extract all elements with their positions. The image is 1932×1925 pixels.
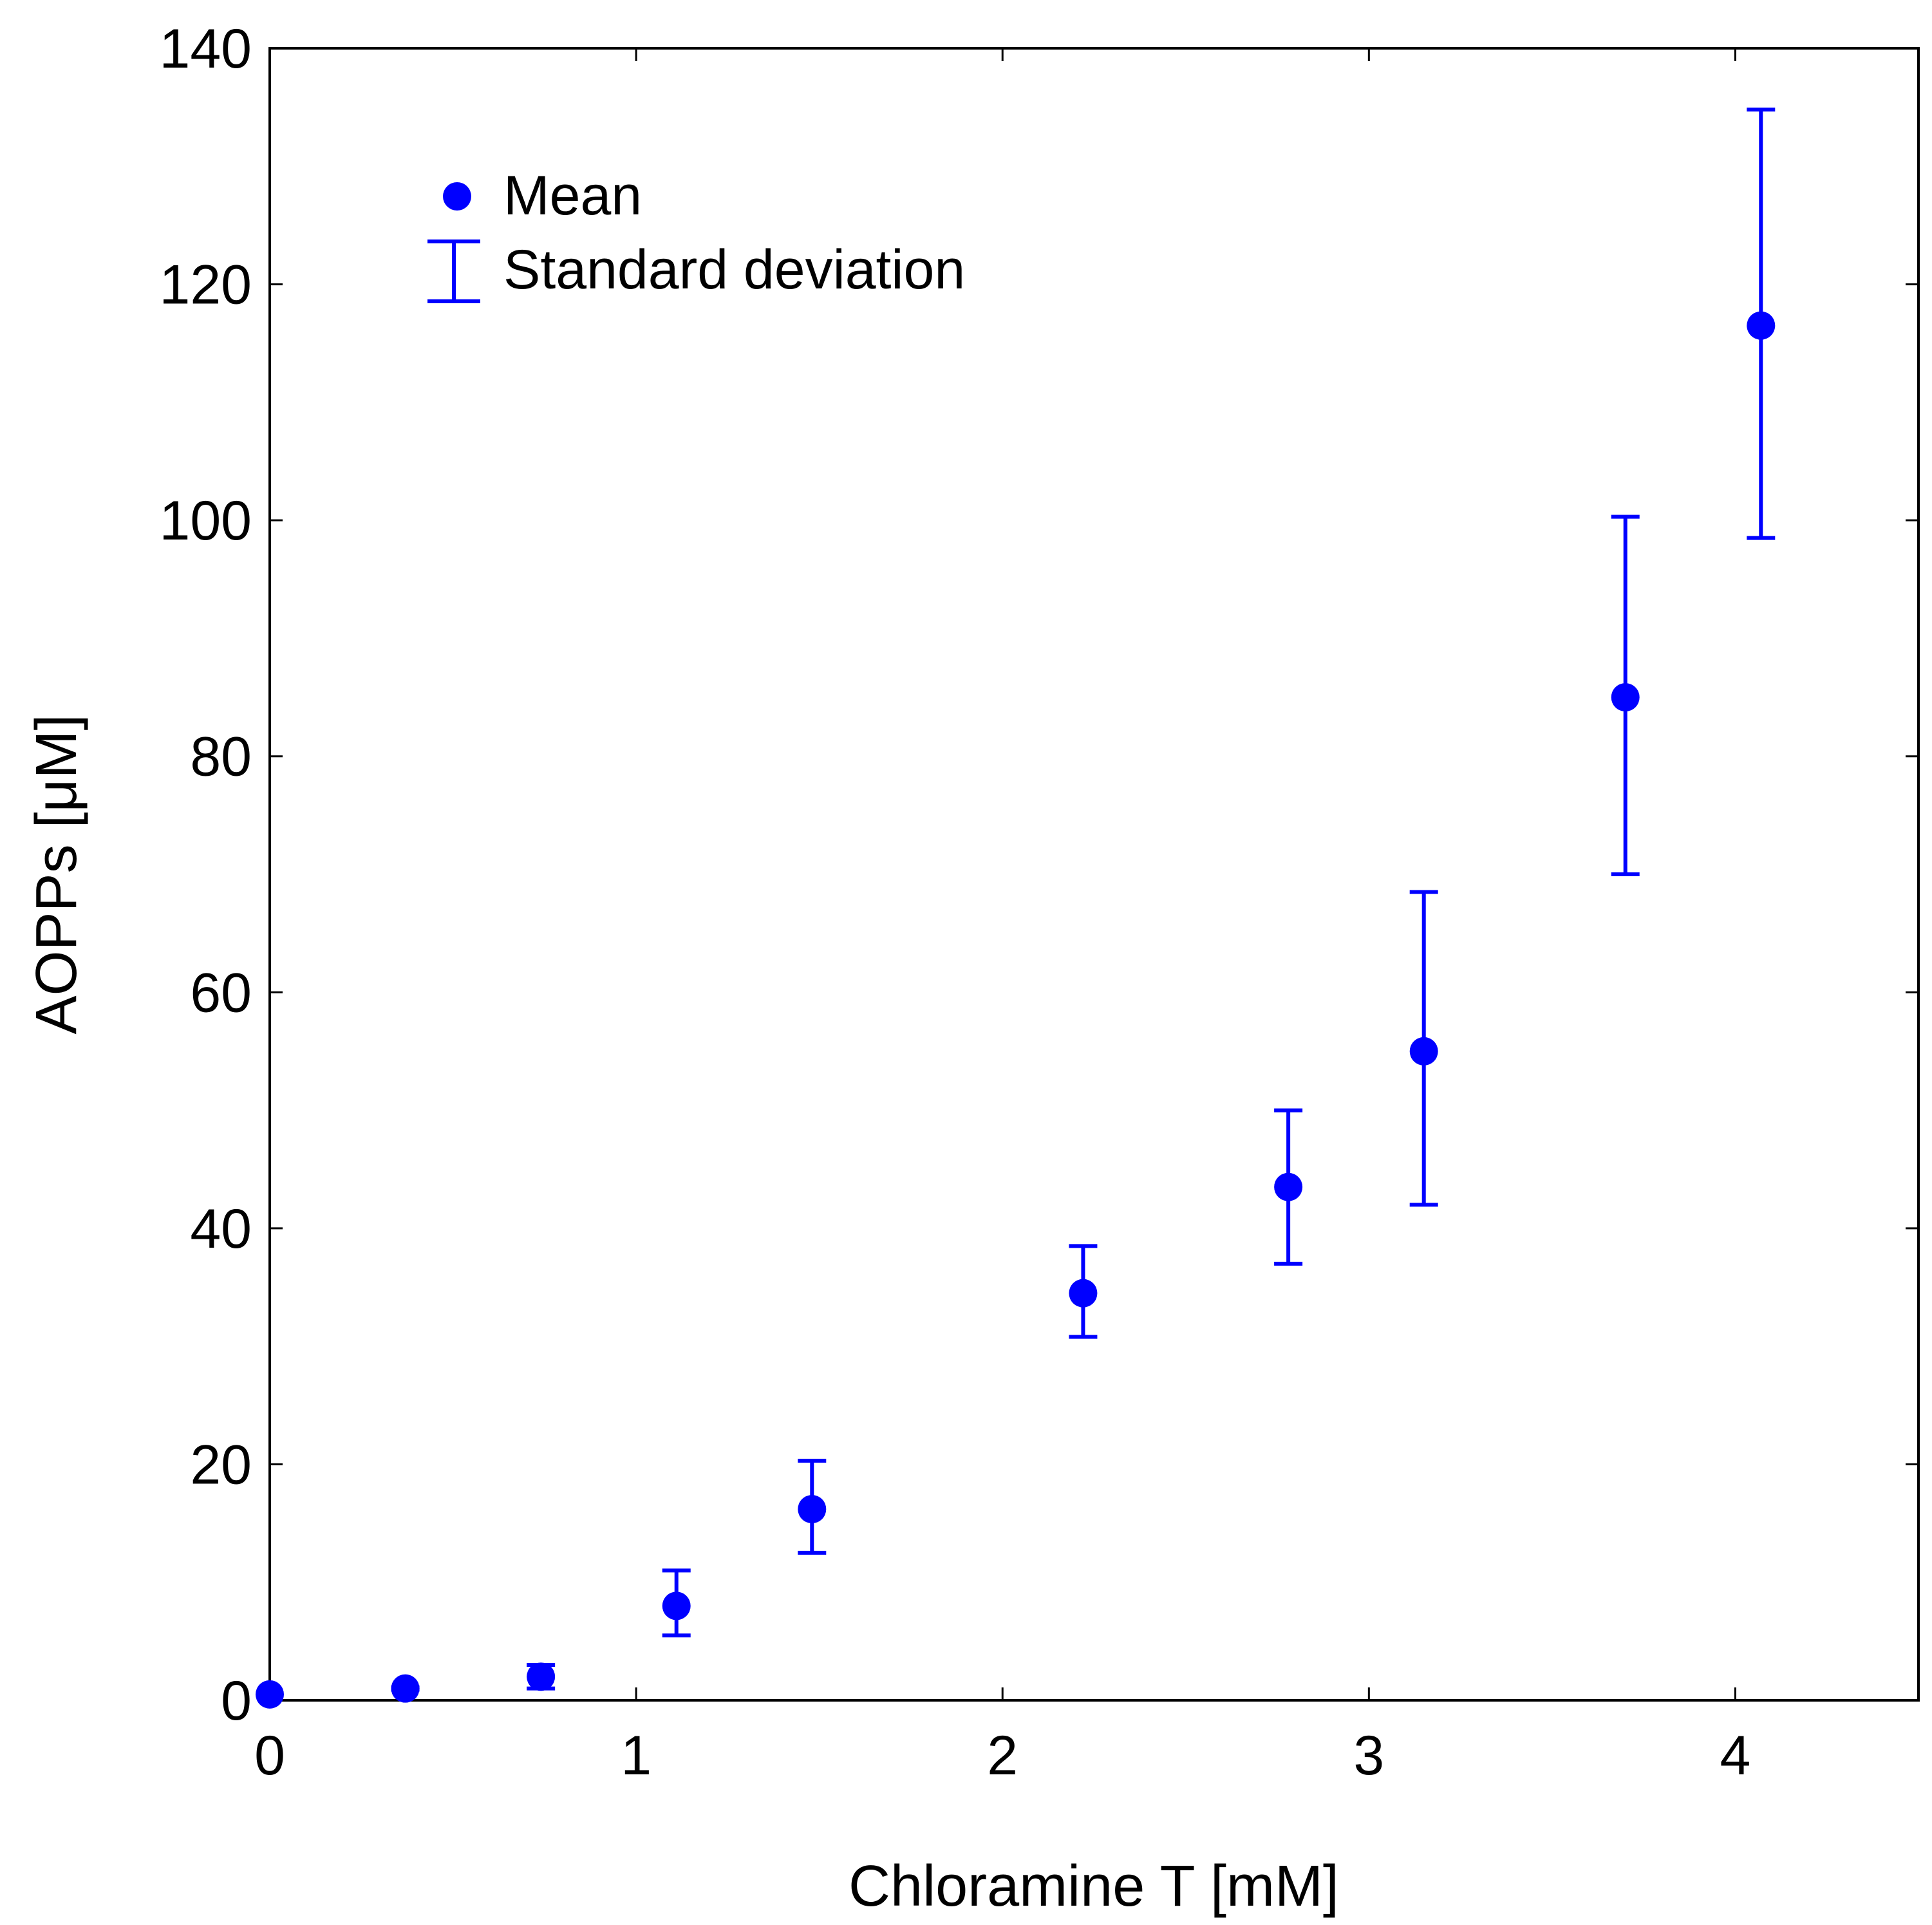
y-tick-label: 40 <box>190 1198 252 1260</box>
mean-point <box>391 1674 420 1703</box>
x-axis-title: Chloramine T [mM] <box>849 1854 1339 1919</box>
plot-frame <box>268 47 1920 1702</box>
mean-point <box>256 1680 284 1709</box>
y-axis-title: AOPPs [μM] <box>24 715 89 1035</box>
error-bars <box>391 108 1776 1692</box>
x-tick-label: 0 <box>254 1725 285 1787</box>
y-tick-label: 100 <box>160 490 252 552</box>
y-tick-label: 60 <box>190 962 252 1024</box>
mean-point <box>1069 1279 1098 1308</box>
y-tick-label: 120 <box>160 254 252 316</box>
x-tick-label: 1 <box>621 1725 652 1787</box>
legend-error-label: Standard deviation <box>503 239 965 301</box>
mean-point <box>1409 1037 1438 1066</box>
y-tick-label: 80 <box>190 726 252 788</box>
x-axis-ticks: 0 1 2 3 4 <box>254 48 1750 1787</box>
legend-mean-label: Mean <box>503 165 642 227</box>
mean-point <box>1611 683 1640 712</box>
mean-point <box>798 1495 827 1524</box>
y-axis-ticks: 0 20 40 60 80 100 120 140 <box>160 18 1918 1732</box>
y-tick-label: 0 <box>221 1670 252 1732</box>
x-tick-label: 3 <box>1353 1725 1384 1787</box>
y-tick-label: 140 <box>160 18 252 80</box>
mean-point <box>1747 311 1776 340</box>
legend-mean-marker <box>443 182 471 211</box>
x-tick-label: 4 <box>1720 1725 1751 1787</box>
x-tick-label: 2 <box>987 1725 1018 1787</box>
data-points <box>256 311 1776 1709</box>
mean-point <box>1274 1172 1303 1201</box>
legend: Mean Standard deviation <box>427 165 965 303</box>
y-tick-label: 20 <box>190 1434 252 1496</box>
mean-point <box>527 1662 556 1691</box>
mean-point <box>662 1592 691 1620</box>
